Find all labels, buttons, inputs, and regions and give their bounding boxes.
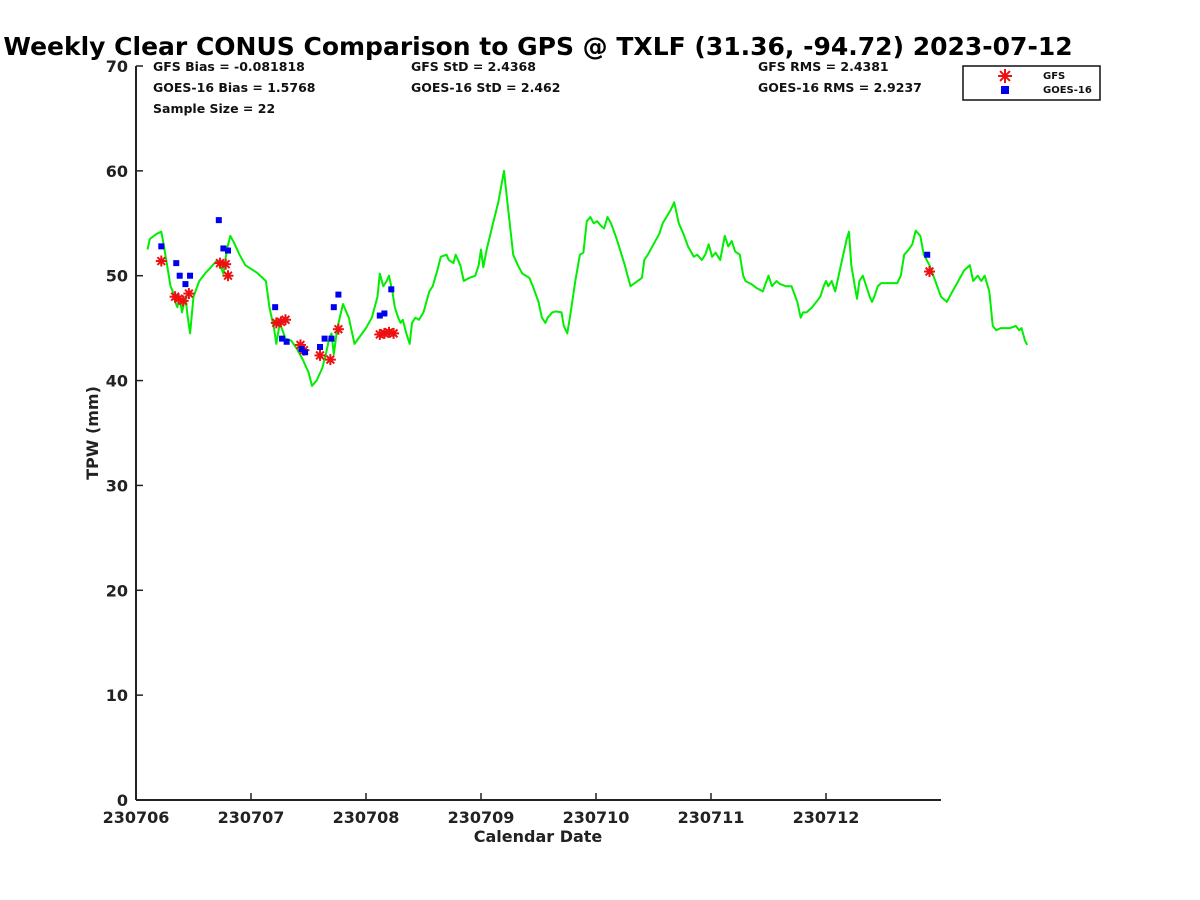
- x-tick-label: 230706: [103, 808, 170, 827]
- legend-marker-goes: [1001, 86, 1009, 94]
- gps-tpw-line: [146, 169, 1029, 387]
- y-tick-label: 30: [106, 476, 128, 495]
- x-axis-label: Calendar Date: [474, 827, 603, 846]
- goes-point: [330, 304, 337, 311]
- gfs-point: [314, 349, 326, 361]
- goes-point: [381, 310, 388, 317]
- legend: GFS GOES-16: [962, 65, 1101, 101]
- legend-label-gfs: GFS: [1043, 71, 1065, 82]
- goes-point: [328, 335, 335, 342]
- goes-point: [272, 304, 279, 311]
- stat-goes-rms: GOES-16 RMS = 2.9237: [758, 80, 922, 95]
- y-tick-label: 0: [117, 791, 128, 810]
- goes-point: [158, 243, 165, 250]
- goes-point: [924, 251, 931, 258]
- y-tick-label: 20: [106, 581, 128, 600]
- gfs-point: [324, 354, 336, 366]
- goes-point: [335, 291, 342, 298]
- goes-point: [173, 260, 180, 267]
- stat-gfs-bias: GFS Bias = -0.081818: [153, 59, 305, 74]
- goes-point: [302, 349, 309, 356]
- y-tick-label: 50: [106, 267, 128, 286]
- goes-point: [215, 217, 222, 224]
- plot-area: [146, 169, 1029, 387]
- legend-box: [962, 65, 1101, 101]
- goes-point: [220, 245, 227, 252]
- y-axis-label: TPW (mm): [83, 386, 102, 480]
- gfs-point: [177, 295, 189, 307]
- gfs-point: [155, 255, 167, 267]
- gfs-point: [388, 327, 400, 339]
- legend-label-goes: GOES-16: [1043, 85, 1092, 96]
- goes-point: [182, 281, 189, 288]
- gfs-point: [332, 323, 344, 335]
- goes-point: [376, 312, 383, 319]
- legend-marker-gfs: [998, 69, 1012, 83]
- stat-goes-bias: GOES-16 Bias = 1.5768: [153, 80, 315, 95]
- y-tick-label: 60: [106, 162, 128, 181]
- x-tick-label: 230710: [563, 808, 630, 827]
- goes-point: [388, 286, 395, 293]
- axes: 0 10 20 30 40 50 60 70 230706 230707 230708 230709 2…: [103, 57, 941, 827]
- stats-annotations: GFS Bias = -0.081818 GOES-16 Bias = 1.57…: [153, 59, 922, 116]
- stat-gfs-std: GFS StD = 2.4368: [411, 59, 536, 74]
- goes-point: [176, 272, 183, 279]
- x-tick-label: 230711: [678, 808, 745, 827]
- stat-sample-size: Sample Size = 22: [153, 101, 275, 116]
- goes-point: [317, 344, 323, 351]
- gfs-point: [220, 258, 232, 270]
- gfs-point: [924, 266, 935, 278]
- y-tick-label: 40: [106, 372, 128, 391]
- goes-point: [279, 335, 286, 342]
- stat-gfs-rms: GFS RMS = 2.4381: [758, 59, 889, 74]
- x-tick-label: 230712: [793, 808, 860, 827]
- goes-point: [225, 247, 231, 254]
- x-tick-label: 230707: [218, 808, 285, 827]
- gfs-point: [222, 270, 234, 282]
- stat-goes-std: GOES-16 StD = 2.462: [411, 80, 560, 95]
- goes-point: [298, 346, 305, 353]
- gfs-point: [183, 288, 195, 300]
- x-tick-label: 230708: [333, 808, 400, 827]
- chart-title: Weekly Clear CONUS Comparison to GPS @ T…: [3, 32, 1072, 61]
- goes-point: [321, 335, 328, 342]
- y-tick-label: 10: [106, 686, 128, 705]
- gfs-point: [280, 314, 291, 326]
- y-tick-label: 70: [106, 57, 128, 76]
- x-tick-label: 230709: [448, 808, 515, 827]
- goes-point: [283, 338, 290, 345]
- goes-point: [187, 272, 194, 279]
